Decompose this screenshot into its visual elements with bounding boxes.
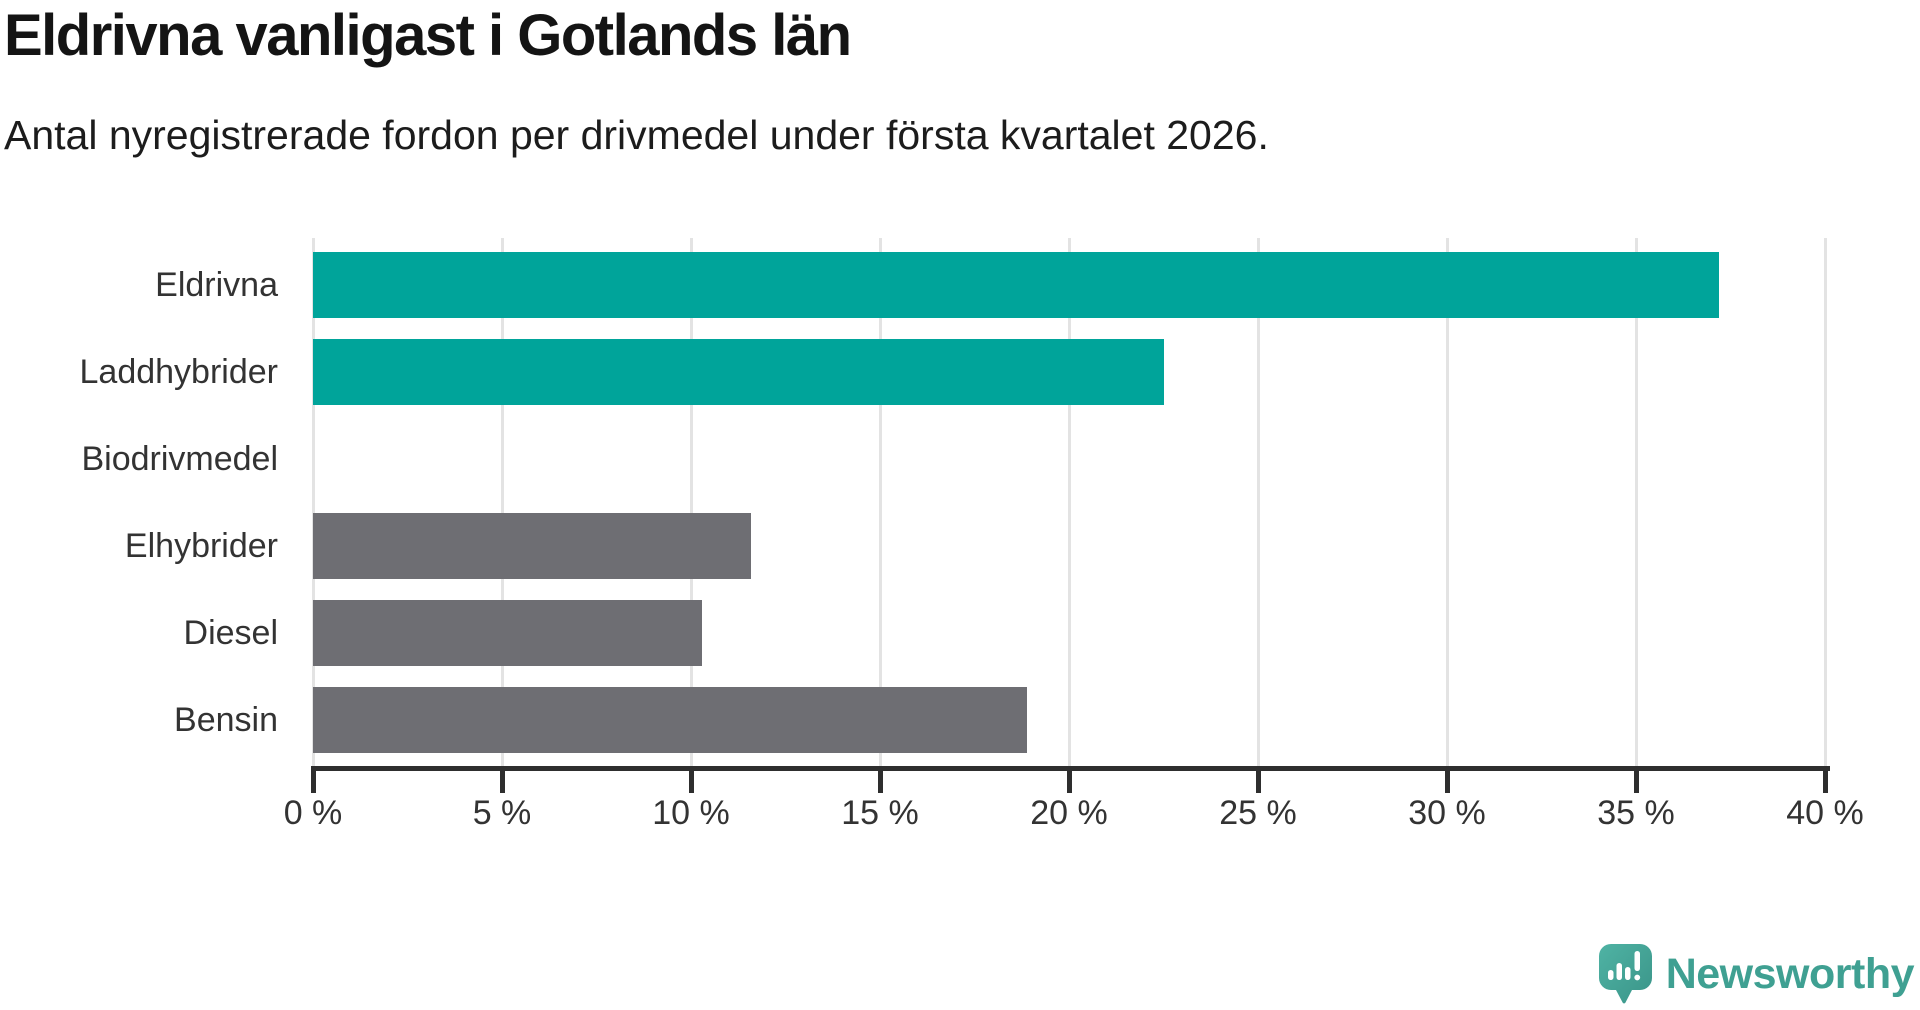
x-axis-tick — [1255, 766, 1261, 793]
gridline — [878, 238, 882, 766]
x-axis-tick — [1633, 766, 1639, 793]
category-label: Eldrivna — [155, 266, 278, 304]
category-label: Laddhybrider — [79, 353, 278, 391]
x-axis-tick-label: 20 % — [1030, 794, 1108, 832]
bar — [313, 252, 1720, 318]
newsworthy-wordmark: Newsworthy — [1665, 949, 1915, 998]
bar — [313, 687, 1028, 753]
gridline — [1067, 238, 1071, 766]
chart-subtitle: Antal nyregistrerade fordon per drivmede… — [4, 112, 1269, 158]
category-label: Bensin — [174, 701, 278, 739]
gridline — [1256, 238, 1260, 766]
bar — [313, 600, 703, 666]
x-axis-tick-label: 5 % — [472, 794, 532, 832]
gridline — [500, 238, 504, 766]
newsworthy-bubble-chart-icon — [1598, 944, 1652, 1004]
category-label: Biodrivmedel — [81, 440, 278, 478]
x-axis-tick-label: 10 % — [652, 794, 730, 832]
bar-chart-plot-area: Eldrivna Laddhybrider Biodrivmedel Elhybrid… — [80, 238, 1864, 832]
x-axis-tick — [877, 766, 883, 793]
gridline — [1445, 238, 1449, 766]
gridline — [311, 238, 315, 766]
chart-title: Eldrivna vanligast i Gotlands län — [4, 3, 852, 68]
x-axis-tick — [499, 766, 505, 793]
x-axis-tick-label: 0 % — [283, 794, 343, 832]
gridline — [689, 238, 693, 766]
x-axis-tick — [310, 766, 316, 793]
x-axis-tick-label: 30 % — [1408, 794, 1486, 832]
newsworthy-logo: Newsworthy — [1598, 942, 1915, 1006]
x-axis-tick-label: 40 % — [1786, 794, 1864, 832]
x-axis-tick-label: 15 % — [841, 794, 919, 832]
gridline — [1823, 238, 1827, 766]
x-axis-tick — [1066, 766, 1072, 793]
x-axis-tick — [1444, 766, 1450, 793]
bar — [313, 339, 1164, 405]
category-label: Diesel — [183, 614, 278, 652]
gridline — [1634, 238, 1638, 766]
x-axis-tick-label: 25 % — [1219, 794, 1297, 832]
x-axis-tick — [688, 766, 694, 793]
x-axis-tick-label: 35 % — [1597, 794, 1675, 832]
category-label: Elhybrider — [124, 527, 278, 565]
x-axis-tick — [1822, 766, 1828, 793]
bar — [313, 513, 752, 579]
